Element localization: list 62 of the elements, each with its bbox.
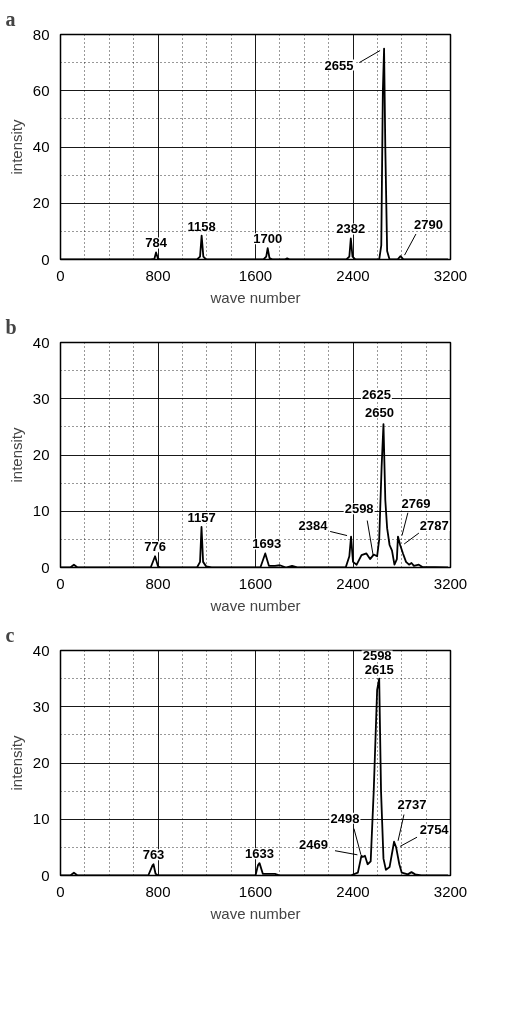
annotation: 1693 — [252, 536, 282, 552]
annotation: 763 — [142, 847, 165, 863]
x-tick-label: 1600 — [238, 266, 273, 284]
x-tick-label: 3200 — [433, 882, 468, 900]
annotation: 2737 — [397, 796, 427, 812]
annotation: 2498 — [330, 810, 360, 826]
y-tick-label: 30 — [32, 697, 50, 715]
y-axis-title: intensity — [7, 734, 25, 791]
annotation: 2769 — [401, 495, 431, 511]
x-tick-label: 800 — [145, 882, 171, 900]
annotation: 2598 — [344, 501, 374, 517]
x-tick-label: 1600 — [238, 882, 273, 900]
annotation: 2615 — [364, 661, 394, 677]
y-tick-label: 20 — [32, 446, 50, 463]
x-tick-label: 800 — [145, 266, 171, 284]
y-tick-label: 10 — [32, 810, 50, 828]
y-tick-label: 80 — [32, 25, 50, 43]
annotation: 1700 — [253, 231, 283, 247]
y-tick-label: 40 — [32, 641, 50, 659]
y-axis-title: intensity — [7, 118, 25, 175]
annotation: 2655 — [324, 57, 354, 73]
annotation: 2787 — [419, 518, 449, 533]
annotation: 1157 — [187, 510, 216, 525]
x-tick-label: 2400 — [336, 882, 370, 900]
y-tick-label: 0 — [41, 558, 50, 576]
y-tick-label: 10 — [32, 502, 50, 520]
y-axis-title: intensity — [7, 426, 25, 483]
x-tick-label: 0 — [56, 266, 65, 284]
y-tick-label: 20 — [32, 194, 50, 212]
x-tick-label: 2400 — [336, 574, 370, 592]
annotation: 2790 — [414, 217, 443, 233]
x-tick-label: 1600 — [238, 574, 273, 592]
annotation: 2650 — [365, 405, 394, 421]
chart-title: c — [5, 623, 15, 646]
chart-title: b — [5, 315, 17, 338]
y-tick-label: 20 — [32, 754, 50, 771]
x-axis-title: wave number — [209, 596, 301, 614]
annotation: 2382 — [336, 221, 366, 237]
annotation: 1158 — [187, 218, 216, 234]
annotation: 784 — [145, 235, 168, 251]
x-tick-label: 3200 — [433, 266, 468, 284]
y-tick-label: 0 — [41, 866, 50, 884]
annotation: 776 — [144, 539, 166, 555]
annotation: 2754 — [419, 822, 450, 838]
annotation: 2598 — [362, 647, 392, 663]
y-tick-label: 40 — [32, 138, 50, 155]
x-tick-label: 0 — [56, 574, 65, 592]
x-tick-label: 3200 — [433, 574, 468, 592]
x-tick-label: 800 — [145, 574, 171, 592]
y-tick-label: 60 — [32, 81, 50, 99]
y-tick-label: 0 — [41, 250, 50, 268]
annotation: 2625 — [361, 387, 391, 403]
y-tick-label: 40 — [32, 333, 50, 351]
annotation: 1633 — [245, 846, 274, 862]
chart-title: a — [5, 7, 16, 30]
x-tick-label: 2400 — [336, 266, 370, 284]
annotation: 2384 — [298, 517, 329, 533]
x-axis-title: wave number — [209, 288, 301, 306]
x-axis-title: wave number — [209, 904, 301, 922]
y-tick-label: 30 — [32, 389, 50, 407]
annotation: 2469 — [298, 836, 328, 852]
x-tick-label: 0 — [56, 882, 65, 900]
